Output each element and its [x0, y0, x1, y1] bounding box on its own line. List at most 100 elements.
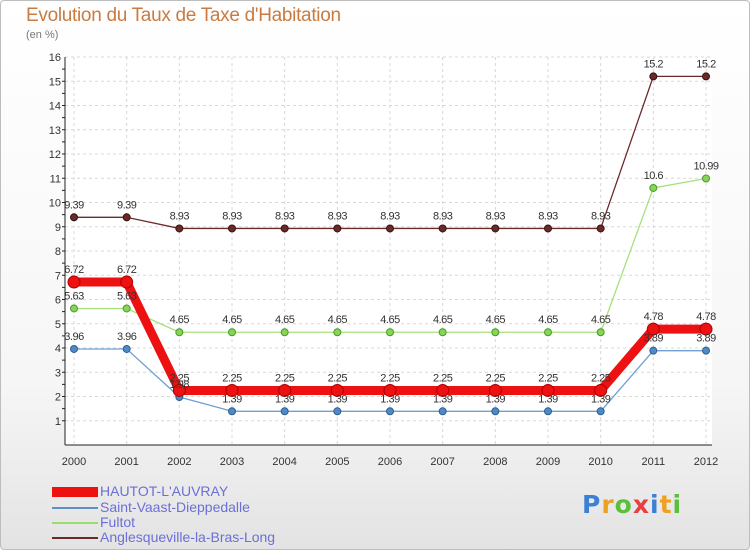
- data-label: 3.96: [117, 331, 137, 343]
- data-point: [228, 328, 236, 337]
- data-point: [122, 304, 131, 313]
- data-label: 2.25: [591, 372, 611, 384]
- data-label: 1.39: [486, 393, 506, 405]
- data-point: [122, 344, 131, 353]
- data-point: [70, 344, 78, 353]
- data-point: [596, 224, 605, 233]
- chart-title: Evolution du Taux de Taxe d'Habitation: [26, 5, 341, 26]
- data-point: [386, 328, 394, 337]
- data-point: [649, 346, 658, 355]
- x-tick-label: 2002: [167, 456, 191, 468]
- y-tick-label: 1: [55, 416, 61, 428]
- data-label: 8.93: [591, 210, 611, 222]
- data-point: [330, 383, 344, 397]
- x-tick-label: 2000: [62, 456, 86, 468]
- data-label: 1.39: [275, 393, 295, 405]
- x-tick-label: 2006: [378, 456, 402, 468]
- data-point: [67, 275, 81, 289]
- data-point: [120, 275, 134, 289]
- y-tick-label: 8: [55, 246, 61, 258]
- y-tick-label: 10: [49, 198, 61, 210]
- data-label: 15.2: [644, 58, 664, 70]
- data-label: 1.98: [170, 379, 190, 391]
- data-label: 4.65: [275, 314, 295, 326]
- data-label: 3.89: [644, 333, 664, 345]
- data-point: [175, 328, 184, 337]
- data-label: 1.39: [591, 393, 611, 405]
- data-label: 15.2: [696, 58, 716, 70]
- data-label: 2.25: [538, 372, 558, 384]
- data-label: 2.25: [328, 372, 348, 384]
- data-point: [541, 383, 555, 397]
- data-point: [438, 224, 447, 233]
- data-label: 1.39: [433, 393, 453, 405]
- logo-letter: t: [659, 490, 673, 519]
- data-point: [646, 322, 660, 336]
- data-label: 4.78: [696, 311, 716, 323]
- data-label: 1.39: [222, 393, 242, 405]
- data-label: 3.89: [696, 333, 716, 345]
- data-point: [70, 304, 78, 313]
- data-point: [280, 224, 289, 233]
- data-label: 4.65: [170, 314, 190, 326]
- data-point: [699, 322, 713, 336]
- y-tick-label: 2: [55, 392, 61, 404]
- y-tick-label: 9: [55, 222, 61, 234]
- legend-swatch: [52, 537, 98, 539]
- y-tick-label: 14: [49, 101, 61, 113]
- chart-subtitle: (en %): [26, 29, 59, 41]
- data-label: 10.99: [693, 160, 718, 172]
- y-tick-label: 6: [55, 295, 61, 307]
- data-label: 8.93: [380, 210, 400, 222]
- data-point: [225, 383, 239, 397]
- data-point: [70, 213, 78, 222]
- logo-letter: i: [650, 490, 660, 519]
- data-point: [280, 407, 289, 416]
- data-label: 4.65: [328, 314, 348, 326]
- data-point: [280, 328, 289, 337]
- y-tick-label: 13: [49, 125, 61, 137]
- x-tick-label: 2012: [694, 456, 718, 468]
- data-label: 1.39: [328, 393, 348, 405]
- data-point: [228, 224, 236, 233]
- y-tick-label: 3: [55, 367, 61, 379]
- data-label: 1.39: [380, 393, 400, 405]
- data-label: 5.63: [117, 290, 137, 302]
- data-point: [491, 328, 500, 337]
- data-point: [438, 407, 447, 416]
- data-point: [122, 213, 131, 222]
- data-label: 4.65: [380, 314, 400, 326]
- data-label: 8.93: [433, 210, 453, 222]
- data-label: 9.39: [117, 199, 137, 211]
- data-label: 1.39: [538, 393, 558, 405]
- y-tick-label: 11: [50, 173, 61, 185]
- data-point: [333, 407, 342, 416]
- y-tick-label: 12: [49, 149, 61, 161]
- data-label: 4.65: [486, 314, 506, 326]
- data-label: 8.93: [538, 210, 558, 222]
- data-label: 2.25: [170, 372, 190, 384]
- y-tick-label: 5: [55, 319, 61, 331]
- data-label: 8.93: [222, 210, 242, 222]
- legend-item: Saint-Vaast-Dieppedalle: [52, 499, 250, 515]
- data-label: 4.65: [538, 314, 558, 326]
- data-label: 8.93: [275, 210, 295, 222]
- legend-swatch: [52, 487, 98, 497]
- data-label: 2.25: [433, 372, 453, 384]
- data-label: 8.93: [170, 210, 190, 222]
- data-point: [491, 224, 500, 233]
- data-point: [649, 72, 658, 81]
- data-label: 2.25: [222, 372, 242, 384]
- data-label: 6.72: [117, 264, 137, 276]
- logo-letter: i: [672, 490, 683, 519]
- data-point: [544, 328, 552, 337]
- data-point: [544, 407, 552, 416]
- data-point: [172, 383, 186, 397]
- data-point: [228, 407, 236, 416]
- data-point: [702, 174, 710, 183]
- data-point: [596, 328, 605, 337]
- data-point: [383, 383, 397, 397]
- data-label: 4.65: [222, 314, 242, 326]
- data-point: [436, 383, 450, 397]
- data-point: [438, 328, 447, 337]
